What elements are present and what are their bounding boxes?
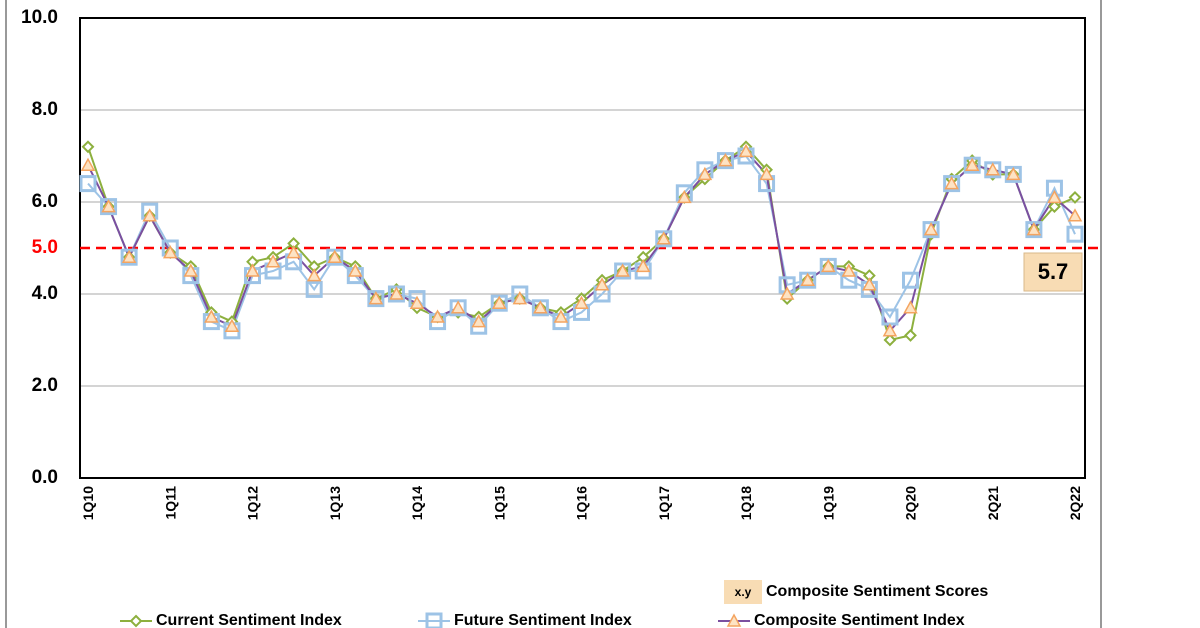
x-tick-label: 1Q12 (245, 486, 261, 520)
point (430, 309, 445, 323)
point (800, 272, 815, 286)
point (80, 157, 96, 171)
point (306, 268, 322, 282)
y-tick-label: 2.0 (32, 375, 58, 396)
legend-marker (726, 613, 742, 627)
point (903, 300, 918, 314)
point (245, 263, 260, 277)
point (964, 157, 980, 171)
point (904, 328, 917, 342)
point (1048, 200, 1061, 214)
score-legend-label: Composite Sentiment Scores (766, 583, 988, 600)
point (533, 300, 548, 314)
point (656, 231, 672, 245)
point (450, 300, 466, 314)
point (553, 309, 569, 323)
y-tick-label: 0.0 (32, 467, 58, 488)
legend-marker (129, 614, 143, 628)
point (162, 245, 178, 259)
point (142, 208, 157, 222)
point (368, 291, 384, 305)
point (409, 295, 425, 309)
point (286, 245, 301, 259)
point (862, 277, 877, 291)
callout-box (1023, 252, 1083, 292)
point (224, 318, 240, 332)
point (1068, 190, 1082, 204)
point (81, 140, 95, 154)
y-tick-label: 6.0 (32, 191, 58, 212)
point (759, 166, 774, 181)
point (1026, 222, 1042, 236)
point (491, 295, 507, 309)
point (883, 333, 897, 347)
point (985, 162, 1001, 176)
legend-label: Future Sentiment Index (454, 612, 632, 628)
reference-label: 5.0 (32, 237, 58, 258)
point (1006, 166, 1021, 181)
point (79, 175, 97, 193)
x-tick-label: 1Q18 (738, 486, 754, 520)
legend-label: Composite Sentiment Index (754, 612, 965, 628)
point (1047, 189, 1062, 204)
point (512, 291, 528, 305)
point (594, 277, 610, 291)
x-tick-label: 2Q21 (985, 486, 1001, 520)
point (101, 199, 116, 213)
x-tick-label: 1Q19 (820, 486, 836, 520)
point (574, 295, 589, 309)
point (121, 249, 137, 263)
point (779, 286, 795, 300)
callout: 5.7 (1023, 252, 1083, 292)
point (635, 258, 651, 273)
point (1066, 225, 1084, 243)
point (944, 176, 959, 190)
point (348, 263, 363, 277)
x-tick-label: 2Q22 (1067, 486, 1083, 520)
legend-marker (425, 612, 443, 628)
point (327, 249, 343, 263)
y-tick-label: 8.0 (32, 99, 58, 120)
score-legend-sample: x.y (735, 585, 752, 599)
point (841, 263, 857, 277)
x-tick-label: 1Q16 (574, 486, 590, 520)
x-tick-label: 1Q13 (327, 486, 343, 520)
point (697, 166, 713, 181)
x-tick-label: 1Q10 (80, 486, 96, 520)
point (902, 271, 919, 289)
point (183, 263, 199, 277)
callout-text: 5.7 (1038, 259, 1069, 284)
point (471, 314, 486, 328)
x-tick-label: 1Q17 (656, 486, 672, 520)
point (923, 222, 939, 236)
x-tick-label: 1Q15 (491, 486, 507, 520)
score-legend-swatch (724, 580, 762, 604)
point (820, 258, 836, 273)
legend-label: Current Sentiment Index (156, 612, 342, 628)
point (305, 280, 323, 298)
point (738, 143, 754, 158)
y-tick-label: 10.0 (21, 7, 58, 28)
x-tick-label: 1Q14 (409, 486, 425, 520)
point (882, 323, 898, 337)
point (1067, 208, 1083, 222)
point (677, 189, 692, 204)
point (718, 153, 733, 167)
point (615, 263, 630, 277)
y-tick-label: 4.0 (32, 283, 58, 304)
point (389, 286, 404, 300)
x-tick-label: 2Q20 (903, 486, 919, 520)
point (204, 309, 219, 323)
x-tick-label: 1Q11 (162, 486, 178, 520)
point (265, 254, 281, 268)
